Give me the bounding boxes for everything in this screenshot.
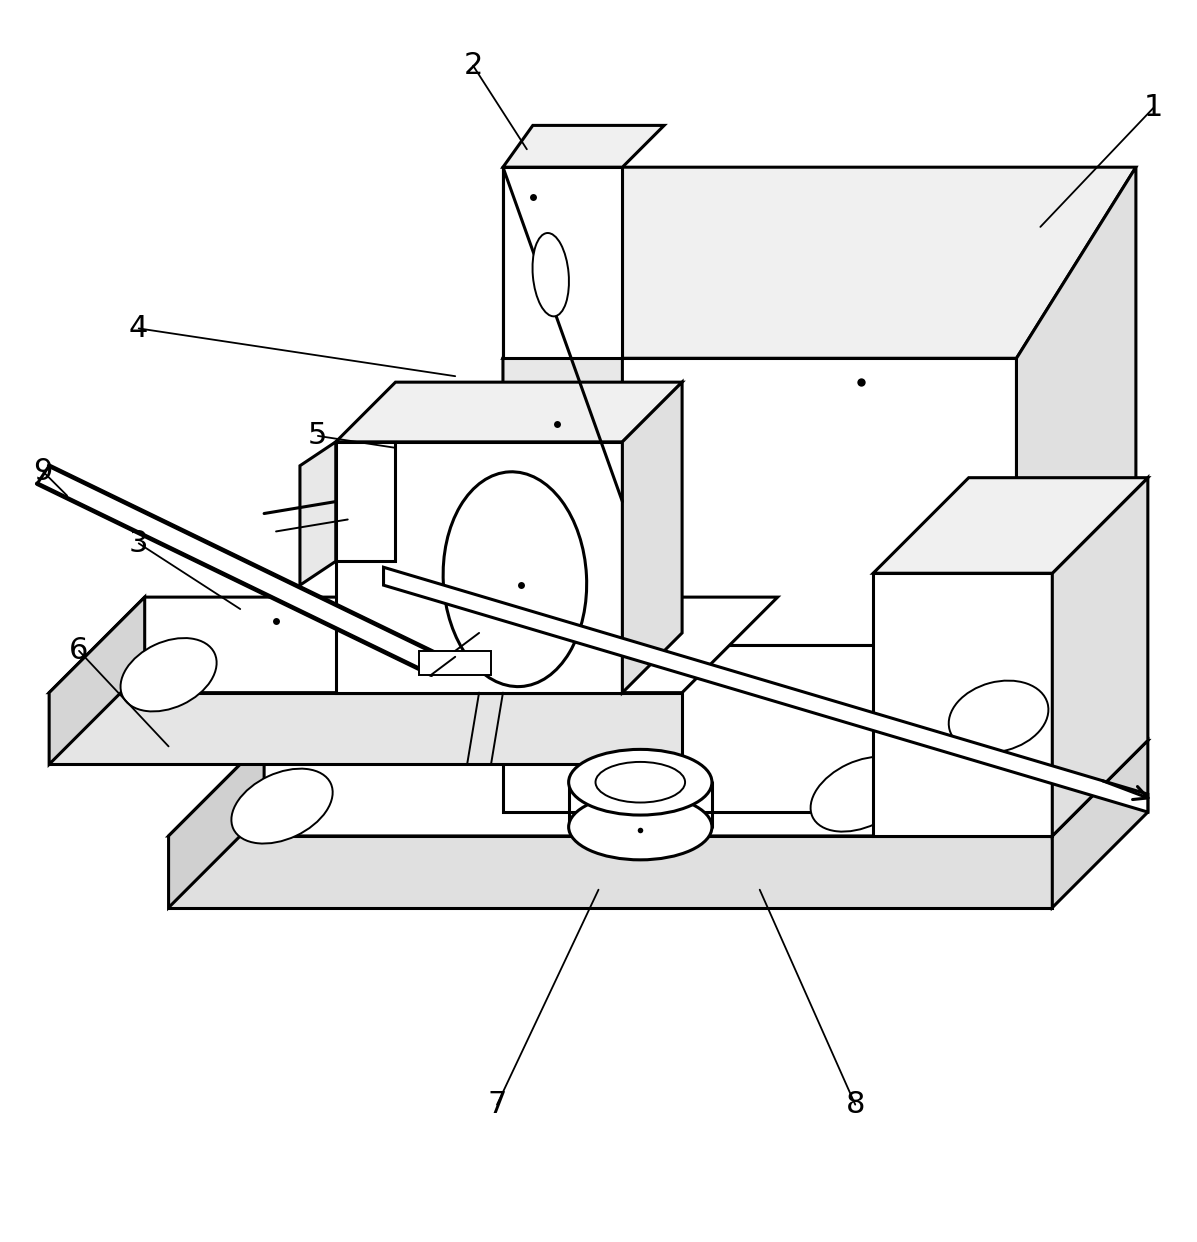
Ellipse shape [533, 233, 569, 317]
Text: 4: 4 [129, 314, 148, 343]
Ellipse shape [810, 756, 912, 832]
Polygon shape [503, 358, 1016, 645]
Text: 7: 7 [487, 1090, 506, 1119]
Text: 2: 2 [463, 51, 482, 81]
Polygon shape [503, 645, 920, 812]
Polygon shape [503, 125, 664, 168]
Polygon shape [169, 836, 1052, 908]
Text: 3: 3 [129, 529, 148, 558]
Polygon shape [503, 168, 622, 358]
Polygon shape [336, 442, 622, 693]
Polygon shape [37, 466, 443, 674]
Polygon shape [336, 442, 395, 561]
Polygon shape [49, 597, 778, 693]
Ellipse shape [231, 769, 333, 843]
Polygon shape [49, 693, 682, 764]
Polygon shape [300, 442, 336, 585]
Text: 6: 6 [69, 636, 89, 666]
Polygon shape [503, 358, 622, 502]
Polygon shape [503, 168, 622, 358]
Ellipse shape [443, 472, 587, 687]
Polygon shape [1016, 168, 1136, 645]
Polygon shape [169, 740, 265, 908]
Polygon shape [920, 574, 1016, 812]
Text: 1: 1 [1144, 93, 1163, 122]
Polygon shape [873, 478, 1148, 574]
Text: 5: 5 [308, 421, 328, 451]
Polygon shape [419, 651, 491, 674]
Ellipse shape [121, 638, 217, 712]
Ellipse shape [949, 681, 1049, 753]
Text: 8: 8 [845, 1090, 865, 1119]
Polygon shape [1052, 478, 1148, 836]
Polygon shape [336, 383, 682, 442]
Ellipse shape [569, 794, 712, 859]
Ellipse shape [569, 749, 712, 815]
Polygon shape [622, 383, 682, 693]
Polygon shape [503, 168, 1136, 358]
Text: 9: 9 [34, 457, 53, 486]
Polygon shape [383, 568, 1148, 812]
Polygon shape [169, 740, 1148, 836]
Polygon shape [49, 597, 145, 764]
Polygon shape [1052, 740, 1148, 908]
Ellipse shape [596, 761, 685, 802]
Polygon shape [873, 574, 1052, 836]
